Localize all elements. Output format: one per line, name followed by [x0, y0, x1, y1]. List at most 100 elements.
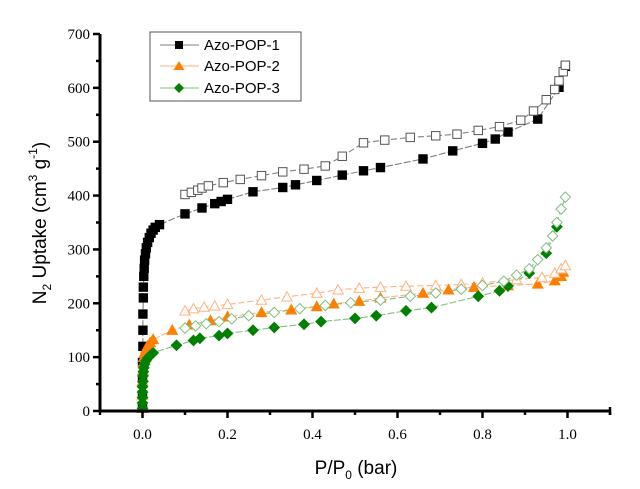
- azo-pop-3-desorption-point: [455, 283, 468, 296]
- azo-pop-1-adsorption-point: [222, 194, 233, 205]
- azo-pop-3-adsorption-line: [141, 226, 558, 409]
- y-axis-title-subscript: 2: [40, 283, 54, 290]
- azo-pop-1-adsorption-point: [138, 325, 148, 335]
- legend: Azo-POP-1 Azo-POP-2 Azo-POP-3: [149, 31, 302, 102]
- azo-pop-3-desorption-point: [200, 317, 213, 330]
- azo-pop-3-adsorption-point: [400, 304, 412, 317]
- azo-pop-1-adsorption-point: [337, 170, 347, 180]
- azo-pop-1-adsorption-point: [278, 182, 288, 193]
- y-tick-label: 100: [68, 350, 91, 366]
- azo-pop-3-desorption-line: [184, 197, 566, 329]
- x-axis-title-subscript: 0: [345, 468, 352, 482]
- y-tick-label: 500: [68, 135, 91, 151]
- azo-pop-3-adsorption-point: [221, 327, 234, 340]
- azo-pop-2-desorption-point: [178, 304, 192, 316]
- azo-pop-1-desorption-point: [203, 181, 214, 191]
- y-tick-label: 300: [68, 242, 91, 258]
- azo-pop-1-desorption-point: [431, 131, 441, 141]
- azo-pop-3-desorption-point: [242, 309, 255, 322]
- legend-label-1: Azo-POP-1: [204, 37, 280, 54]
- azo-pop-3-adsorption-point: [349, 312, 361, 325]
- azo-pop-3-desorption-point: [476, 279, 489, 292]
- azo-pop-3-desorption-point: [344, 296, 357, 309]
- azo-pop-2-desorption-point: [187, 302, 200, 314]
- azo-pop-3-desorption-point: [429, 287, 442, 299]
- azo-pop-3-adsorption-point: [170, 339, 183, 352]
- azo-pop-2-desorption-point: [310, 286, 323, 298]
- azo-pop-3-desorption-point: [550, 216, 563, 229]
- azo-pop-2-desorption-point: [280, 290, 294, 302]
- azo-pop-2-adsorption-point: [285, 303, 298, 315]
- azo-pop-1-adsorption-point: [503, 127, 513, 137]
- azo-pop-1-adsorption-point: [197, 203, 207, 213]
- azo-pop-1-adsorption-point: [418, 154, 428, 164]
- legend-label-2: Azo-POP-2: [204, 58, 280, 75]
- y-tick-label: 600: [68, 81, 91, 97]
- azo-pop-3-desorption-point: [497, 275, 510, 288]
- azo-pop-1-desorption-point: [554, 76, 564, 86]
- azo-pop-2-desorption-point: [374, 280, 387, 292]
- azo-pop-2-desorption-point: [535, 271, 549, 283]
- y-axis-title-superscript-1: 3: [26, 174, 40, 181]
- azo-pop-3-desorption-point: [293, 302, 306, 315]
- azo-pop-3-desorption-point: [510, 269, 523, 282]
- x-tick-label: 0.4: [303, 427, 322, 443]
- axes: [93, 32, 612, 418]
- azo-pop-2-adsorption-point: [531, 277, 544, 289]
- azo-pop-2-adsorption-point: [327, 297, 340, 309]
- legend-label-3: Azo-POP-3: [204, 80, 280, 97]
- azo-pop-3-desorption-point: [268, 306, 281, 319]
- azo-pop-3-adsorption-point: [247, 324, 259, 337]
- azo-pop-1-adsorption-point: [139, 271, 149, 282]
- azo-pop-1-adsorption-point: [448, 146, 458, 156]
- azo-pop-3-adsorption-point: [268, 321, 281, 334]
- azo-pop-3-desorption-point: [189, 319, 202, 332]
- azo-pop-2-desorption-point: [331, 283, 345, 295]
- azo-pop-2-adsorption-point: [353, 294, 366, 306]
- azo-pop-2-adsorption-point: [147, 333, 160, 345]
- azo-pop-2-adsorption-point: [442, 283, 455, 295]
- azo-pop-1-adsorption-point: [139, 263, 149, 273]
- azo-pop-3-adsorption-point: [193, 332, 206, 345]
- azo-pop-2-adsorption-point: [255, 306, 268, 318]
- azo-pop-1-adsorption-point: [138, 309, 148, 319]
- series-markers: [136, 60, 572, 415]
- azo-pop-1-desorption-point: [299, 164, 309, 174]
- azo-pop-1-adsorption-point: [290, 180, 301, 190]
- legend-item-azo-pop-2: Azo-POP-2: [160, 58, 280, 75]
- azo-pop-3-desorption-point: [546, 230, 559, 242]
- azo-pop-2-desorption-point: [221, 298, 234, 310]
- azo-pop-1-adsorption-point: [180, 209, 190, 219]
- legend-marker-diamond: [174, 83, 184, 93]
- azo-pop-1-desorption-point: [452, 129, 462, 139]
- azo-pop-3-adsorption-point: [425, 301, 438, 314]
- x-tick-label: 0.6: [388, 427, 407, 443]
- x-tick-label: 0.2: [218, 427, 237, 443]
- azo-pop-3-desorption-point: [225, 312, 238, 325]
- azo-pop-3-desorption-point: [540, 241, 553, 254]
- azo-pop-1-adsorption-point: [533, 114, 543, 124]
- azo-pop-1-desorption-point: [337, 151, 347, 161]
- y-tick-label: 200: [68, 296, 91, 312]
- azo-pop-1-desorption-point: [473, 125, 483, 136]
- azo-pop-1-adsorption-point: [138, 282, 149, 292]
- azo-pop-2-adsorption-point: [310, 300, 323, 312]
- azo-pop-3-adsorption-point: [147, 346, 160, 359]
- azo-pop-2-adsorption-point: [467, 280, 481, 292]
- azo-pop-1-adsorption-point: [312, 175, 322, 186]
- azo-pop-1-adsorption-point: [490, 134, 500, 144]
- azo-pop-3-adsorption-point: [298, 318, 310, 331]
- azo-pop-1-desorption-point: [235, 174, 245, 185]
- legend-marker-triangle: [173, 61, 185, 70]
- azo-pop-3-desorption-point: [555, 203, 568, 215]
- azo-pop-1-desorption-point: [494, 121, 505, 132]
- azo-pop-3-adsorption-point: [315, 315, 327, 328]
- legend-item-azo-pop-1: Azo-POP-1: [160, 37, 280, 54]
- x-tick-label: 0.8: [473, 427, 492, 443]
- x-tick-label: 0.0: [133, 427, 152, 443]
- azo-pop-2-desorption-point: [255, 293, 268, 305]
- y-axis-title-superscript-2: -1: [26, 148, 40, 159]
- azo-pop-1-adsorption-point: [248, 187, 258, 197]
- legend-marker-square: [175, 41, 183, 49]
